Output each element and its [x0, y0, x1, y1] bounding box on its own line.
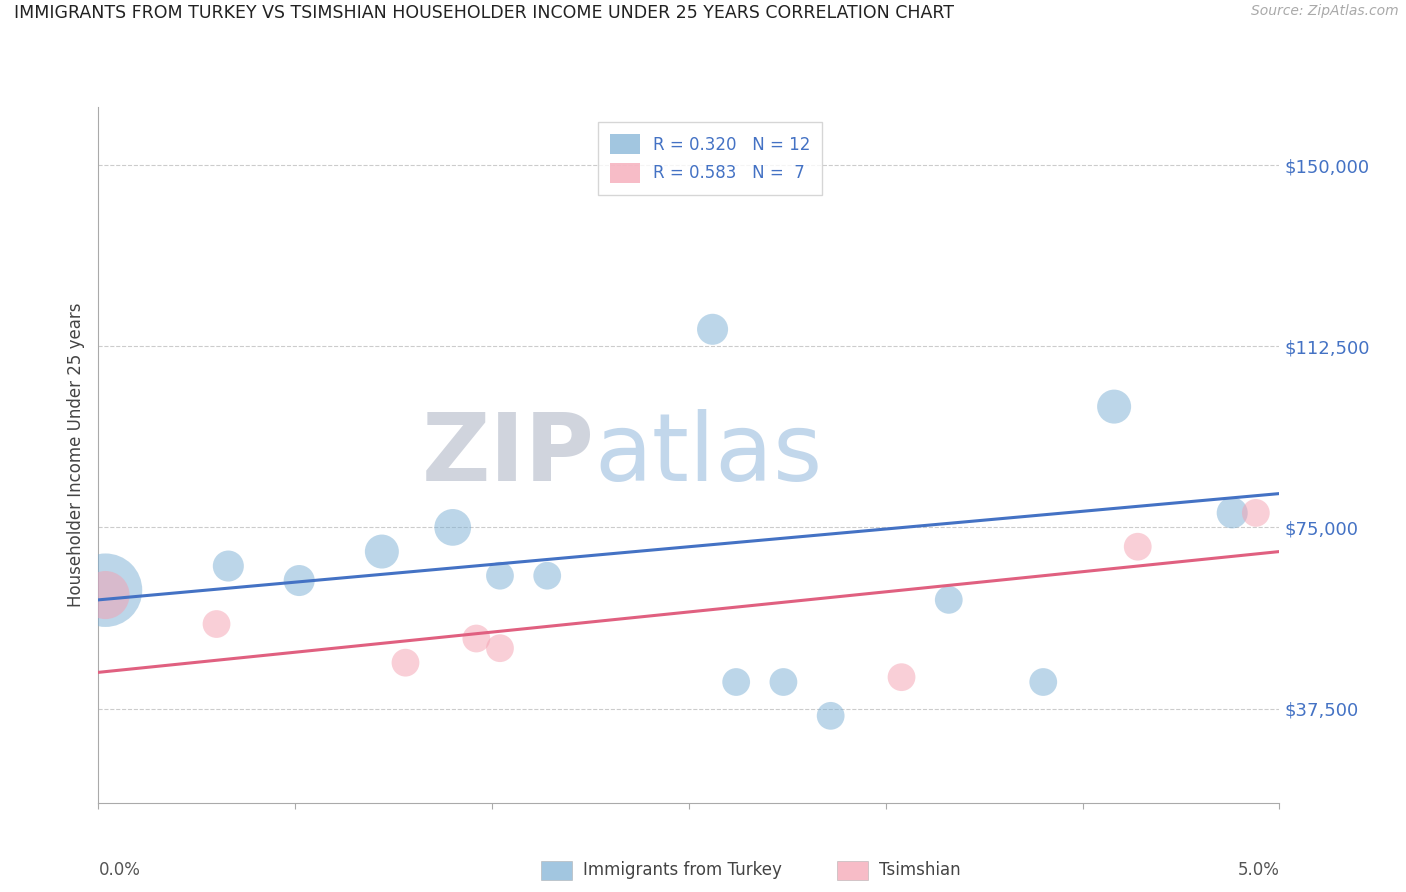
Point — [1220, 506, 1243, 520]
Point — [371, 544, 394, 558]
Point — [536, 568, 558, 582]
Point — [205, 617, 228, 632]
Text: Tsimshian: Tsimshian — [879, 861, 960, 879]
Point — [288, 574, 311, 588]
Point — [217, 559, 239, 574]
Point — [394, 656, 416, 670]
Point — [489, 641, 512, 656]
Point — [938, 592, 960, 607]
Point — [1244, 506, 1267, 520]
Point — [820, 708, 842, 723]
Text: Source: ZipAtlas.com: Source: ZipAtlas.com — [1251, 4, 1399, 19]
Point — [1032, 675, 1054, 690]
Text: 0.0%: 0.0% — [98, 861, 141, 879]
Text: ZIP: ZIP — [422, 409, 595, 501]
Point — [1102, 400, 1125, 414]
Y-axis label: Householder Income Under 25 years: Householder Income Under 25 years — [66, 302, 84, 607]
Text: atlas: atlas — [595, 409, 823, 501]
Point — [702, 322, 724, 336]
Point — [489, 568, 512, 582]
Point — [94, 588, 117, 602]
Legend: R = 0.320   N = 12, R = 0.583   N =  7: R = 0.320 N = 12, R = 0.583 N = 7 — [599, 122, 823, 194]
Point — [890, 670, 912, 684]
Text: Immigrants from Turkey: Immigrants from Turkey — [583, 861, 782, 879]
Text: IMMIGRANTS FROM TURKEY VS TSIMSHIAN HOUSEHOLDER INCOME UNDER 25 YEARS CORRELATIO: IMMIGRANTS FROM TURKEY VS TSIMSHIAN HOUS… — [14, 4, 955, 22]
Point — [1126, 540, 1149, 554]
Point — [725, 675, 748, 690]
Point — [465, 632, 488, 646]
Text: 5.0%: 5.0% — [1237, 861, 1279, 879]
Point — [94, 583, 117, 598]
Point — [441, 520, 464, 534]
Point — [772, 675, 794, 690]
